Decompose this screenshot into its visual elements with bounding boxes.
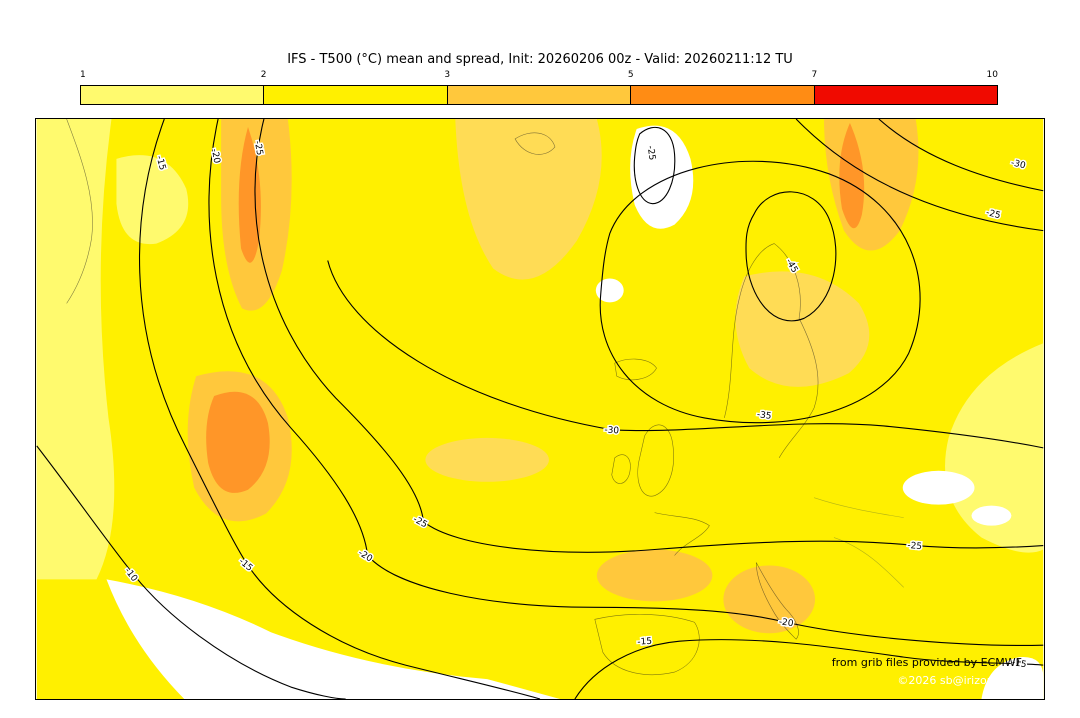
coastline — [514, 132, 556, 155]
contour-label: -25 — [907, 541, 923, 552]
spread-light-region — [36, 119, 115, 580]
spread-white-region — [902, 470, 975, 505]
spread-orange-region — [206, 391, 270, 493]
country-border — [813, 497, 904, 588]
contour-line-minus15-south — [574, 639, 1044, 699]
coastline — [66, 119, 93, 304]
contour-label: -20 — [209, 148, 221, 164]
spread-amber-region — [723, 565, 816, 634]
coastline — [614, 358, 657, 381]
spread-light-region — [116, 155, 189, 245]
spread-amber-region — [735, 271, 870, 387]
map-canvas: -15 -20 -25 -25 -30 -25 -45 -35 -30 -25 … — [36, 119, 1044, 699]
contour-label: -25 — [645, 145, 657, 161]
contour-line-minus25-top-loop — [633, 126, 676, 205]
credit-source-text: from grib files provided by ECMWF — [831, 655, 1022, 669]
colorbar-segment — [81, 86, 265, 104]
contour-line-minus35-loop — [599, 160, 921, 424]
contour-line-minus30 — [327, 260, 1044, 449]
spread-white-region — [595, 278, 624, 303]
contour-line-minus20 — [208, 119, 1044, 646]
contour-label: -15 — [1011, 658, 1027, 670]
credit-copyright-text: ©2026 sb@irizone.net — [897, 674, 1022, 688]
coastline — [637, 424, 674, 497]
colorbar-tick: 5 — [627, 70, 634, 80]
colorbar-tick: 3 — [444, 70, 451, 80]
contour-label: -15 — [637, 637, 652, 648]
contour-line-minus15-west — [139, 119, 541, 699]
contour-label: -25 — [252, 140, 264, 156]
contour-label: -30 — [604, 425, 620, 436]
credits: from grib files provided by ECMWF ©2026 … — [832, 654, 1022, 691]
colorbar — [80, 85, 998, 105]
contour-label: -20 — [778, 617, 794, 629]
spread-white-region — [630, 125, 694, 229]
coastline — [724, 243, 819, 458]
spread-amber-region — [425, 437, 549, 482]
contour-label: -35 — [756, 410, 772, 422]
map-panel: -15 -20 -25 -25 -30 -25 -45 -35 -30 -25 … — [35, 118, 1045, 700]
spread-orange-region — [238, 126, 261, 263]
spread-amber-region — [596, 549, 713, 602]
colorbar-segment — [631, 86, 815, 104]
colorbar-segment — [264, 86, 448, 104]
chart-title: IFS - T500 (°C) mean and spread, Init: 2… — [287, 52, 793, 67]
spread-light-region — [945, 343, 1044, 553]
coastline — [755, 562, 799, 640]
spread-orange-region — [839, 122, 865, 229]
spread-white-region — [981, 656, 1044, 699]
coastline — [654, 512, 710, 556]
spread-white-region — [971, 505, 1012, 526]
contour-line-minus30-ne — [878, 119, 1044, 192]
colorbar-tick: 2 — [260, 70, 267, 80]
coastline — [594, 614, 700, 675]
colorbar-tick: 1 — [80, 70, 86, 80]
colorbar-segment — [814, 86, 998, 104]
spread-amber-region — [455, 119, 602, 280]
contour-line-minus45-loop — [745, 191, 837, 322]
contour-line-minus25 — [254, 119, 1044, 553]
spread-white-region — [106, 579, 560, 699]
colorbar-tick: 7 — [811, 70, 818, 80]
colorbar-segment — [447, 86, 632, 104]
contour-line-minus10 — [36, 445, 346, 699]
contour-line-minus25-ne — [795, 119, 1044, 232]
colorbar-tick-labels: 1 2 3 5 7 10 — [80, 70, 998, 82]
colorbar-tick: 10 — [986, 70, 998, 80]
